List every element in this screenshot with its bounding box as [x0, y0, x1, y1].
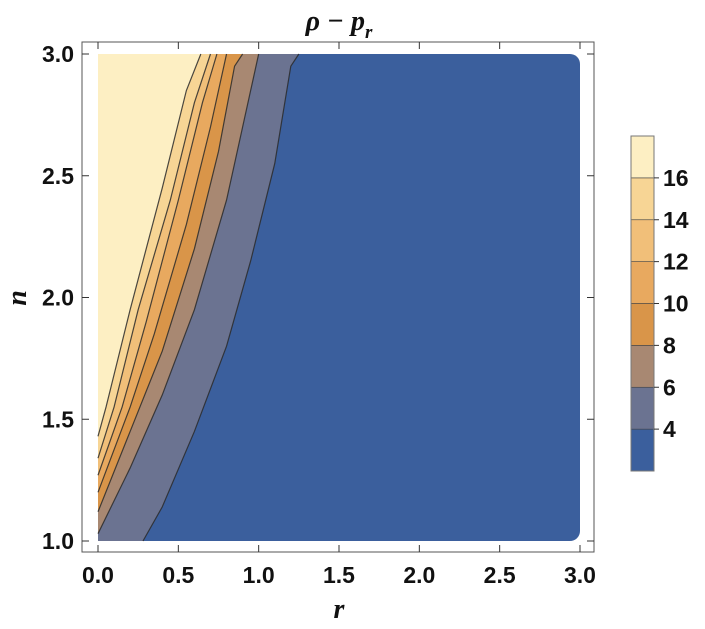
chart-title-subscript: r: [365, 22, 373, 43]
y-tick-label: 3.0: [42, 41, 74, 67]
legend-swatch: [630, 135, 655, 179]
contour-line: [97, 53, 228, 493]
x-tick-label: 2.5: [484, 562, 516, 588]
y-tick-label: 2.0: [42, 285, 74, 311]
contour-line: [142, 53, 300, 542]
legend-label: 12: [663, 249, 689, 275]
contour-line: [97, 53, 212, 459]
x-tick-label: 3.0: [564, 562, 596, 588]
contour-line: [97, 53, 218, 476]
legend-label: 8: [663, 332, 676, 358]
legend-swatch: [630, 261, 655, 304]
y-axis-label: n: [2, 290, 33, 306]
x-tick-label: 0.5: [162, 562, 194, 588]
x-tick-label: 1.0: [243, 562, 275, 588]
y-tick-label: 2.5: [42, 163, 74, 189]
legend-label: 14: [663, 207, 689, 233]
contour-line: [97, 53, 244, 513]
contour-line: [97, 53, 202, 437]
legend-swatch: [630, 303, 655, 346]
legend-label: 6: [663, 374, 676, 400]
x-axis-label: r: [334, 594, 346, 625]
legend-label: 16: [663, 165, 689, 191]
legend-swatch: [630, 345, 655, 388]
legend-swatch: [630, 177, 655, 221]
y-tick-label: 1.0: [42, 528, 74, 554]
chart-title: ρ − pr: [305, 6, 373, 43]
y-tick-label: 1.5: [42, 406, 74, 432]
legend: 4 6 8 10 12 14 16: [630, 135, 689, 472]
legend-label: 10: [663, 291, 689, 317]
legend-swatch: [630, 386, 655, 430]
contour-line: [97, 53, 260, 534]
x-tick-label: 2.0: [403, 562, 435, 588]
axis-ticks: 0.0 0.5 1.0 1.5 2.0 2.5 3.0 1.0 1.5 2.0 2.5 3.0: [42, 41, 596, 588]
legend-label: 4: [663, 416, 676, 442]
chart-title-main: ρ − p: [305, 6, 365, 37]
x-tick-label: 0.0: [82, 562, 114, 588]
contour-region: [98, 54, 201, 541]
legend-swatch: [630, 428, 655, 472]
plot-area: [97, 53, 580, 542]
x-tick-label: 1.5: [323, 562, 355, 588]
legend-swatch: [630, 219, 655, 262]
